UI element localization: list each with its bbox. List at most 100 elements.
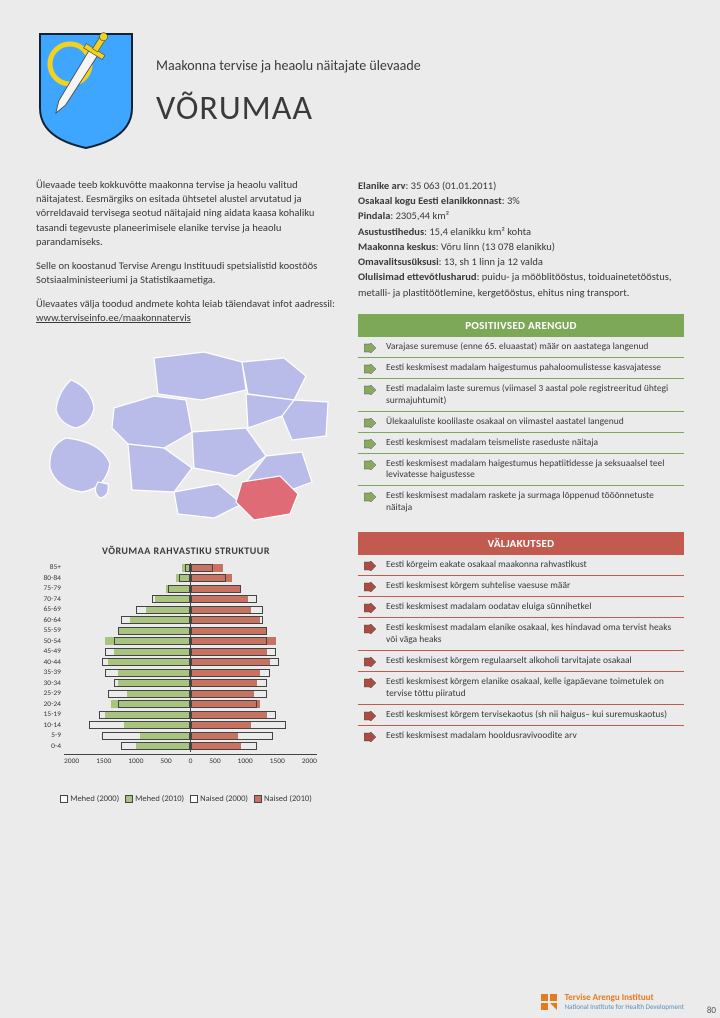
age-label: 25-29 [36, 689, 64, 698]
list-item-text: Eesti keskmisest kõrgem elanike osakaal,… [386, 676, 678, 700]
arrow-icon [364, 343, 376, 353]
list-item: Eesti keskmisest madalam oodatav eluiga … [358, 596, 684, 617]
age-label: 5-9 [36, 731, 64, 740]
pyramid-row: 35-39 [36, 668, 336, 679]
pyramid-row: 75-79 [36, 584, 336, 595]
list-item-text: Varajase suremuse (enne 65. eluaastat) m… [386, 341, 648, 353]
pyramid-row: 50-54 [36, 636, 336, 647]
pyramid-axis: 2000150010005000500100015002000 [64, 754, 317, 766]
age-label: 15-19 [36, 710, 64, 719]
arrow-icon [364, 603, 376, 613]
left-column: Ülevaade teeb kokkuvõtte maakonna tervis… [36, 178, 336, 804]
list-item: Eesti madalaim laste suremus (viimasel 3… [358, 378, 684, 411]
list-item-text: Eesti keskmisest madalam elanike osakaal… [386, 622, 678, 646]
list-item: Eesti keskmisest madalam teismeliste ras… [358, 432, 684, 453]
age-label: 45-49 [36, 647, 64, 656]
list-item-text: Eesti keskmisest madalam hooldusravivood… [386, 730, 577, 742]
arrow-icon [364, 732, 376, 742]
age-label: 75-79 [36, 584, 64, 593]
pyramid-row: 85+ [36, 563, 336, 574]
age-label: 70-74 [36, 595, 64, 604]
arrow-icon [364, 582, 376, 592]
list-item-text: Eesti keskmisest madalam haigestumus hep… [386, 458, 678, 482]
arrow-icon [364, 492, 376, 502]
facts-block: Elanike arv: 35 063 (01.01.2011)Osakaal … [358, 178, 684, 300]
pyramid-row: 15-19 [36, 710, 336, 721]
positives-header: POSITIIVSED ARENGUD [358, 314, 684, 337]
arrow-icon [364, 678, 376, 688]
arrow-icon [364, 561, 376, 571]
pyramid-row: 70-74 [36, 594, 336, 605]
fact-row: Pindala: 2305,44 km² [358, 208, 684, 223]
list-item: Eesti keskmisest kõrgem suhtelise vaesus… [358, 575, 684, 596]
pyramid-row: 80-84 [36, 573, 336, 584]
age-label: 30-34 [36, 679, 64, 688]
intro-p2: Selle on koostanud Tervise Arengu Instit… [36, 259, 336, 287]
pyramid-row: 60-64 [36, 615, 336, 626]
list-item: Eesti keskmisest madalam elanike osakaal… [358, 617, 684, 650]
intro-text: Ülevaade teeb kokkuvõtte maakonna tervis… [36, 178, 336, 326]
age-label: 50-54 [36, 637, 64, 646]
pyramid-row: 40-44 [36, 657, 336, 668]
fact-row: Omavalitsusüksusi: 13, sh 1 linn ja 12 v… [358, 254, 684, 269]
age-label: 60-64 [36, 616, 64, 625]
pyramid-row: 65-69 [36, 605, 336, 616]
arrow-icon [364, 460, 376, 470]
pyramid-row: 0-4 [36, 741, 336, 752]
list-item: Ülekaaluliste koolilaste osakaal on viim… [358, 411, 684, 432]
crest-icon [36, 30, 136, 150]
footer-logo-icon [539, 992, 559, 1012]
list-item-text: Eesti madalaim laste suremus (viimasel 3… [386, 383, 678, 407]
list-item: Eesti kõrgeim eakate osakaal maakonna ra… [358, 555, 684, 575]
legend-item: Naised (2010) [254, 794, 312, 804]
list-item: Eesti keskmisest madalam hooldusravivood… [358, 725, 684, 746]
source-link[interactable]: www.terviseinfo.ee/maakonnatervis [36, 311, 191, 324]
list-item-text: Eesti keskmisest kõrgem suhtelise vaesus… [386, 580, 570, 592]
arrow-icon [364, 657, 376, 667]
pyramid-row: 55-59 [36, 626, 336, 637]
arrow-icon [364, 711, 376, 721]
page-subtitle: Maakonna tervise ja heaolu näitajate üle… [156, 57, 684, 74]
list-item-text: Ülekaaluliste koolilaste osakaal on viim… [386, 416, 624, 428]
challenges-header: VÄLJAKUTSED [358, 532, 684, 555]
age-label: 85+ [36, 563, 64, 572]
fact-row: Asustustihedus: 15,4 elanikku km² kohta [358, 224, 684, 239]
list-item-text: Eesti kõrgeim eakate osakaal maakonna ra… [386, 559, 587, 571]
list-item: Eesti keskmisest madalam raskete ja surm… [358, 485, 684, 518]
pyramid-row: 20-24 [36, 699, 336, 710]
list-item-text: Eesti keskmisest madalam teismeliste ras… [386, 437, 598, 449]
population-pyramid: 85+80-8475-79 70-7465-69 60-6455-59 50-5445… [36, 563, 336, 788]
list-item-text: Eesti keskmisest madalam oodatav eluiga … [386, 601, 591, 613]
right-column: Elanike arv: 35 063 (01.01.2011)Osakaal … [358, 178, 684, 804]
age-label: 40-44 [36, 658, 64, 667]
list-item: Eesti keskmisest kõrgem regulaarselt alk… [358, 650, 684, 671]
age-label: 55-59 [36, 626, 64, 635]
list-item: Varajase suremuse (enne 65. eluaastat) m… [358, 337, 684, 357]
list-item-text: Eesti keskmisest madalam haigestumus pah… [386, 362, 661, 374]
arrow-icon [364, 418, 376, 428]
pyramid-row: 45-49 [36, 647, 336, 658]
challenges-list: Eesti kõrgeim eakate osakaal maakonna ra… [358, 555, 684, 746]
pyramid-row: 25-29 [36, 689, 336, 700]
age-label: 0-4 [36, 742, 64, 751]
list-item: Eesti keskmisest kõrgem tervisekaotus (s… [358, 704, 684, 725]
arrow-icon [364, 624, 376, 634]
page-number: 80 [707, 1005, 716, 1016]
pyramid-row: 5-9 [36, 731, 336, 742]
pyramid-legend: Mehed (2000)Mehed (2010)Naised (2000)Nai… [36, 794, 336, 804]
arrow-icon [364, 364, 376, 374]
list-item-text: Eesti keskmisest kõrgem regulaarselt alk… [386, 655, 632, 667]
intro-p1: Ülevaade teeb kokkuvõtte maakonna tervis… [36, 178, 336, 249]
positives-list: Varajase suremuse (enne 65. eluaastat) m… [358, 337, 684, 518]
estonia-map [36, 342, 336, 527]
footer: Tervise Arengu Instituut National Instit… [539, 992, 684, 1012]
age-label: 65-69 [36, 605, 64, 614]
list-item: Eesti keskmisest kõrgem elanike osakaal,… [358, 671, 684, 704]
pyramid-row: 30-34 [36, 678, 336, 689]
list-item: Eesti keskmisest madalam haigestumus hep… [358, 453, 684, 486]
fact-row: Elanike arv: 35 063 (01.01.2011) [358, 178, 684, 193]
age-label: 35-39 [36, 668, 64, 677]
list-item: Eesti keskmisest madalam haigestumus pah… [358, 357, 684, 378]
header: Maakonna tervise ja heaolu näitajate üle… [36, 30, 684, 150]
arrow-icon [364, 439, 376, 449]
